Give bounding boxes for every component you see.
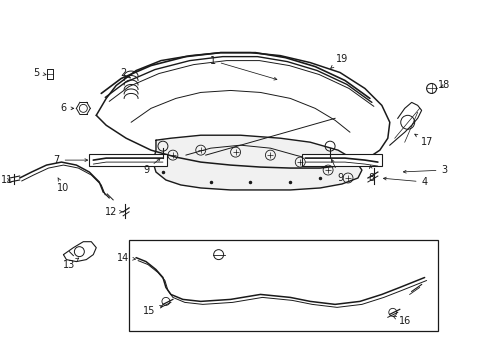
FancyBboxPatch shape <box>129 240 437 331</box>
Text: 2: 2 <box>120 68 130 78</box>
Text: 12: 12 <box>105 207 122 217</box>
Text: 1: 1 <box>209 55 276 80</box>
Text: 15: 15 <box>142 306 162 316</box>
Text: 18: 18 <box>438 81 450 90</box>
Text: 5: 5 <box>33 68 46 77</box>
Text: 4: 4 <box>383 177 427 187</box>
Text: 3: 3 <box>403 165 447 175</box>
Text: 8: 8 <box>368 166 374 183</box>
Text: 10: 10 <box>57 178 69 193</box>
FancyBboxPatch shape <box>302 154 381 166</box>
Text: 11: 11 <box>0 175 13 185</box>
Text: 7: 7 <box>53 155 87 165</box>
Text: 17: 17 <box>414 134 433 147</box>
Text: 14: 14 <box>117 253 135 262</box>
Text: 13: 13 <box>63 258 79 270</box>
Text: 6: 6 <box>60 103 74 113</box>
Polygon shape <box>153 135 361 190</box>
Text: 19: 19 <box>330 54 347 68</box>
Text: 16: 16 <box>392 316 410 326</box>
Text: 9: 9 <box>142 158 160 175</box>
Text: 9: 9 <box>331 159 343 183</box>
FancyBboxPatch shape <box>89 154 166 166</box>
